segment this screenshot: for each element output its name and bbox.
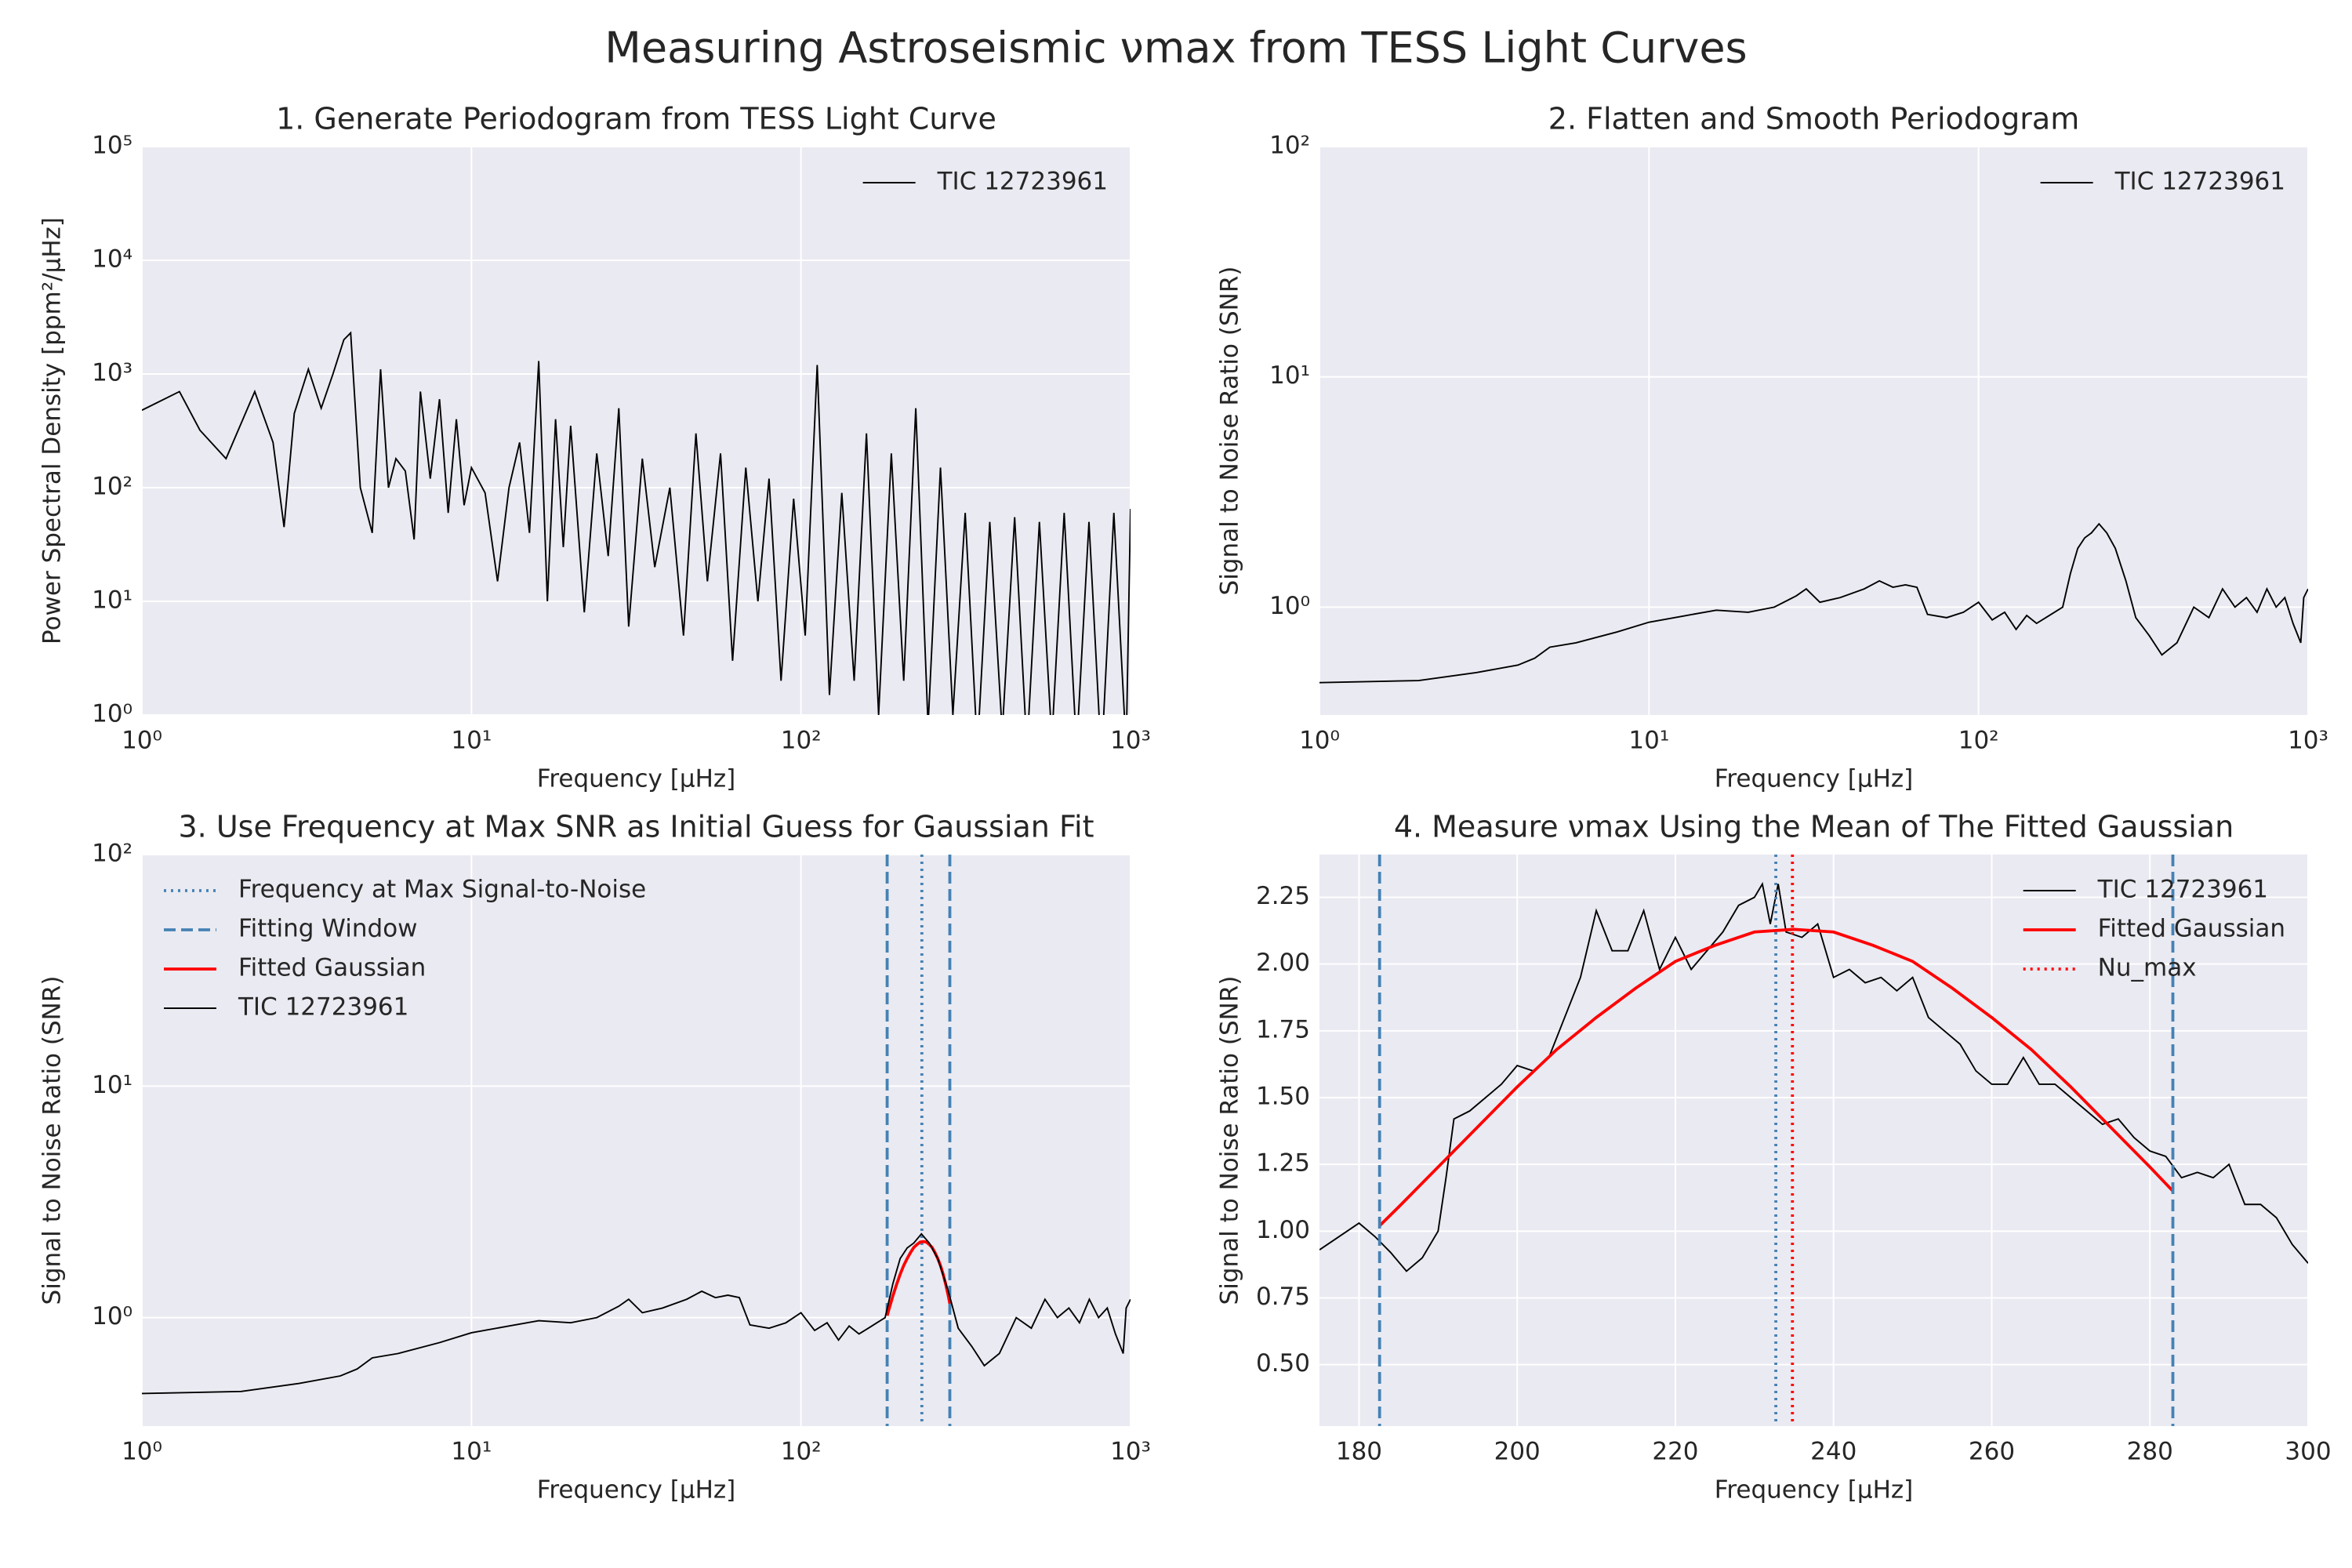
y-tick-label: 10³ xyxy=(92,359,132,387)
y-tick-label: 1.50 xyxy=(1256,1082,1310,1110)
y-tick-label: 10² xyxy=(92,473,132,501)
subplot-title: 4. Measure νmax Using the Mean of The Fi… xyxy=(1394,810,2234,844)
x-tick-label: 10² xyxy=(1958,727,1999,755)
plot-area xyxy=(1319,855,2308,1426)
x-tick-label: 200 xyxy=(1494,1438,1541,1466)
legend-label: TIC 12723961 xyxy=(238,993,408,1022)
subplot-title: 2. Flatten and Smooth Periodogram xyxy=(1548,102,2079,136)
plot-area xyxy=(1319,147,2308,715)
y-tick-label: 0.50 xyxy=(1256,1349,1310,1377)
y-tick-label: 1.00 xyxy=(1256,1216,1310,1244)
x-tick-label: 180 xyxy=(1336,1438,1382,1466)
x-axis-label: Frequency [μHz] xyxy=(537,1476,736,1504)
y-tick-label: 2.00 xyxy=(1256,949,1310,977)
y-axis-label: Power Spectral Density [ppm²/μHz] xyxy=(38,217,67,644)
x-tick-label: 10² xyxy=(781,727,822,755)
figure-title: Measuring Astroseismic νmax from TESS Li… xyxy=(604,24,1747,73)
y-axis-label: Signal to Noise Ratio (SNR) xyxy=(38,976,67,1305)
y-tick-label: 10⁴ xyxy=(92,245,132,274)
data-line xyxy=(1378,927,2174,1227)
data-line xyxy=(1319,881,2308,1272)
y-tick-label: 0.75 xyxy=(1256,1283,1310,1311)
subplot-title: 1. Generate Periodogram from TESS Light … xyxy=(276,102,996,136)
x-axis-label: Frequency [μHz] xyxy=(1715,1476,1914,1504)
x-tick-label: 240 xyxy=(1810,1438,1857,1466)
x-tick-label: 10¹ xyxy=(451,727,492,755)
y-tick-label: 10⁰ xyxy=(92,1302,132,1330)
plot-area xyxy=(142,147,1131,715)
legend-label: Fitted Gaussian xyxy=(238,954,426,982)
y-tick-label: 10⁰ xyxy=(1269,592,1310,620)
plot-lines xyxy=(142,855,1131,1426)
x-tick-label: 10¹ xyxy=(451,1438,492,1466)
x-tick-label: 10⁰ xyxy=(122,727,162,755)
x-tick-label: 300 xyxy=(2285,1438,2331,1466)
data-line xyxy=(142,1232,1131,1395)
x-tick-label: 10³ xyxy=(1110,1438,1151,1466)
legend-label: TIC 12723961 xyxy=(2114,168,2285,196)
x-tick-label: 280 xyxy=(2127,1438,2173,1466)
plot-lines xyxy=(142,331,1131,715)
y-tick-label: 1.75 xyxy=(1256,1015,1310,1044)
x-tick-label: 10⁰ xyxy=(1299,727,1340,755)
legend-label: Fitted Gaussian xyxy=(2098,915,2285,943)
plot-area xyxy=(142,855,1131,1426)
x-axis-label: Frequency [μHz] xyxy=(1715,765,1914,793)
y-axis-label: Signal to Noise Ratio (SNR) xyxy=(1216,267,1244,596)
y-tick-label: 10⁵ xyxy=(92,132,132,160)
y-tick-label: 2.25 xyxy=(1256,882,1310,910)
y-tick-label: 10⁰ xyxy=(92,700,132,728)
legend-label: TIC 12723961 xyxy=(937,168,1108,196)
x-tick-label: 10¹ xyxy=(1628,727,1669,755)
legend-label: Fitting Window xyxy=(238,915,418,943)
plot-lines xyxy=(1319,522,2308,684)
x-tick-label: 10³ xyxy=(1110,727,1151,755)
x-tick-label: 10⁰ xyxy=(122,1438,162,1466)
y-tick-label: 10² xyxy=(92,840,132,868)
x-axis-label: Frequency [μHz] xyxy=(537,765,736,793)
legend-label: TIC 12723961 xyxy=(2097,876,2268,904)
y-tick-label: 10¹ xyxy=(92,586,132,615)
x-tick-label: 260 xyxy=(1969,1438,2015,1466)
x-tick-label: 220 xyxy=(1652,1438,1698,1466)
legend-label: Frequency at Max Signal-to-Noise xyxy=(238,876,646,904)
plot-lines xyxy=(1319,855,2308,1426)
y-axis-label: Signal to Noise Ratio (SNR) xyxy=(1216,976,1244,1305)
x-tick-label: 10³ xyxy=(2288,727,2328,755)
data-line xyxy=(142,331,1131,715)
data-line xyxy=(1319,522,2308,684)
x-tick-label: 10² xyxy=(781,1438,822,1466)
legend-label: Nu_max xyxy=(2098,954,2197,982)
y-tick-label: 10¹ xyxy=(92,1071,132,1099)
subplot-title: 3. Use Frequency at Max SNR as Initial G… xyxy=(179,810,1094,844)
y-tick-label: 10² xyxy=(1269,132,1310,160)
y-tick-label: 1.25 xyxy=(1256,1149,1310,1178)
y-tick-label: 10¹ xyxy=(1269,361,1310,390)
